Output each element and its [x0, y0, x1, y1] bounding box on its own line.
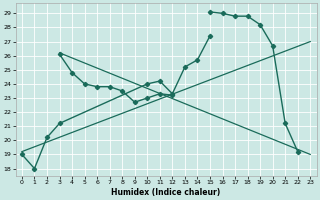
X-axis label: Humidex (Indice chaleur): Humidex (Indice chaleur) [111, 188, 221, 197]
